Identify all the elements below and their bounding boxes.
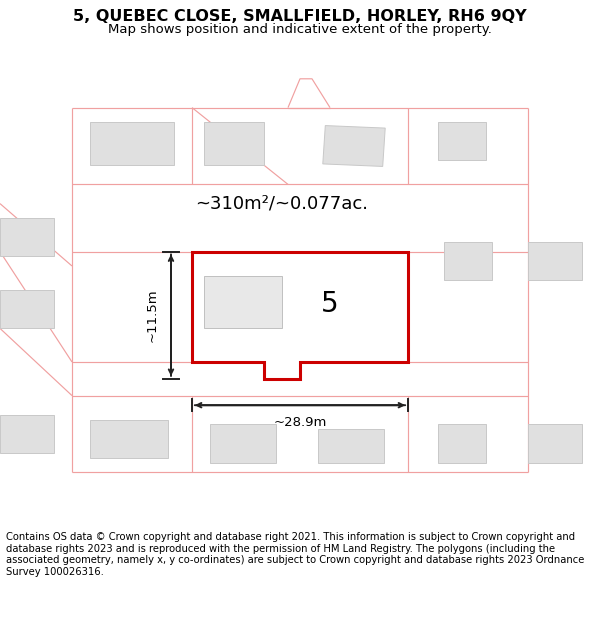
Bar: [0, 290, 54, 328]
Text: ~28.9m: ~28.9m: [274, 416, 326, 429]
Bar: [90, 419, 168, 458]
Bar: [438, 424, 486, 462]
Bar: [0, 218, 54, 256]
Bar: [90, 122, 174, 165]
Bar: [438, 122, 486, 161]
Bar: [210, 424, 276, 462]
Text: 5, QUEBEC CLOSE, SMALLFIELD, HORLEY, RH6 9QY: 5, QUEBEC CLOSE, SMALLFIELD, HORLEY, RH6…: [73, 9, 527, 24]
Bar: [318, 429, 384, 462]
Bar: [323, 126, 385, 166]
Bar: [444, 242, 492, 281]
Text: ~310m²/~0.077ac.: ~310m²/~0.077ac.: [196, 194, 368, 213]
Bar: [204, 122, 264, 165]
Text: ~11.5m: ~11.5m: [146, 288, 159, 342]
Bar: [0, 415, 54, 453]
Bar: [528, 242, 582, 281]
Polygon shape: [192, 252, 408, 379]
Text: 5: 5: [321, 291, 339, 318]
Bar: [528, 424, 582, 462]
Text: Map shows position and indicative extent of the property.: Map shows position and indicative extent…: [108, 23, 492, 36]
Text: Contains OS data © Crown copyright and database right 2021. This information is : Contains OS data © Crown copyright and d…: [6, 532, 584, 577]
Bar: [204, 276, 282, 328]
